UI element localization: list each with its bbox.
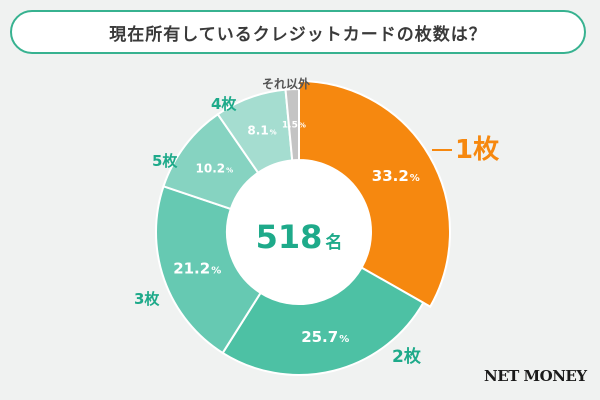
slice-value-label-3: 21.2% (173, 259, 221, 277)
slice-value-label-2: 25.7% (301, 328, 349, 346)
chart-title: 現在所有しているクレジットカードの枚数は？ (109, 24, 487, 45)
slice-value-label-6: 1.5% (282, 120, 306, 130)
category-label-2: 2枚 (392, 346, 422, 367)
slice-value-label-5: 8.1% (247, 124, 276, 138)
category-label-5: 4枚 (211, 95, 237, 113)
center-unit: 名 (325, 232, 342, 253)
category-label-6: それ以外 (262, 76, 310, 91)
slice-value-label-4: 10.2% (196, 161, 234, 175)
category-label-4: 5枚 (152, 152, 178, 170)
donut-hole (227, 160, 371, 304)
category-label-3: 3枚 (134, 290, 160, 308)
chart-title-box: 現在所有しているクレジットカードの枚数は？ (10, 10, 586, 54)
category-label-1: 1枚 (455, 135, 499, 165)
center-total: 518 (256, 218, 323, 256)
netmoney-logo: NET MONEY (484, 367, 587, 385)
slice-value-label-1: 33.2% (372, 167, 420, 185)
